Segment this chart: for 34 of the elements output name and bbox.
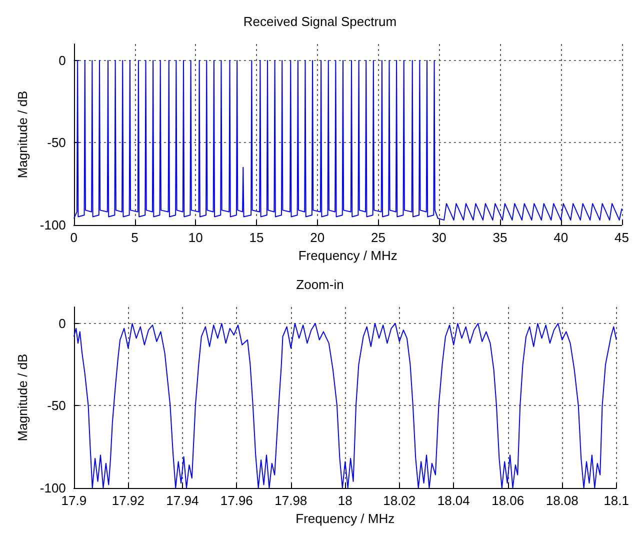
x-tick-label: 18.04 (437, 493, 470, 508)
chart-title: Received Signal Spectrum (243, 14, 397, 29)
x-tick-label: 17.9 (61, 493, 87, 508)
y-tick-label: -100 (40, 218, 66, 232)
y-tick-label: -50 (47, 135, 66, 150)
y-axis-title: Magnitude / dB (15, 354, 30, 442)
x-axis-title: Frequency / MHz (298, 248, 398, 263)
x-tick-label: 45 (614, 230, 630, 245)
y-axis-title: Magnitude / dB (15, 90, 30, 178)
y-tick-label: 0 (58, 316, 66, 331)
x-tick-label: 17.96 (220, 493, 253, 508)
x-tick-label: 40 (554, 230, 568, 245)
x-tick-label: 35 (492, 230, 508, 245)
y-tick-label: -50 (47, 398, 66, 414)
x-tick-label: 17.92 (112, 493, 144, 508)
x-tick-label: 18.06 (492, 493, 524, 508)
x-tick-label: 15 (249, 230, 264, 245)
x-axis-title: Frequency / MHz (296, 511, 395, 526)
x-tick-label: 20 (310, 230, 325, 245)
x-tick-label: 10 (188, 230, 203, 245)
x-tick-label: 25 (371, 230, 386, 245)
x-tick-label: 18.02 (383, 493, 416, 508)
line-series (73, 60, 622, 221)
x-tick-label: 18 (338, 493, 352, 508)
y-tick-label: -100 (40, 480, 66, 496)
x-tick-label: 17.94 (166, 493, 199, 508)
x-tick-label: 18.08 (546, 493, 578, 508)
y-tick-label: 0 (58, 52, 66, 68)
x-tick-label: 5 (131, 230, 138, 245)
x-tick-label: 17.98 (274, 493, 308, 508)
x-tick-label: 18.1 (604, 493, 630, 508)
x-tick-label: 0 (70, 230, 78, 245)
x-tick-label: 30 (432, 230, 446, 245)
chart-title: Zoom-in (296, 277, 344, 292)
